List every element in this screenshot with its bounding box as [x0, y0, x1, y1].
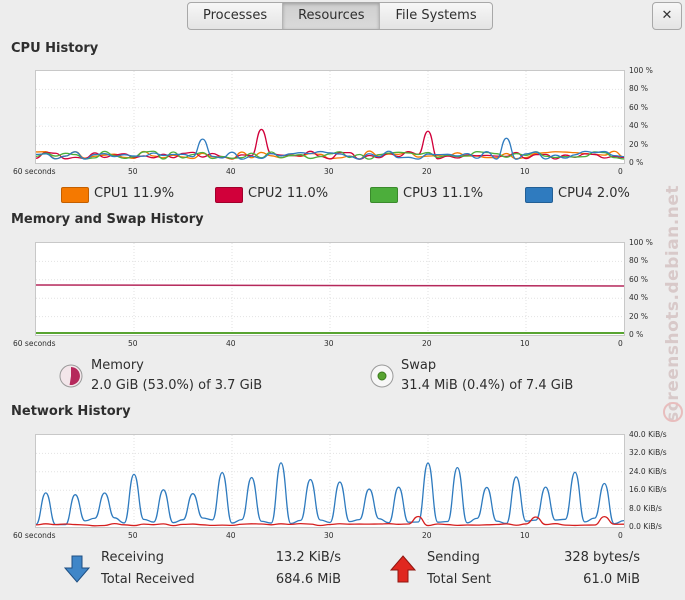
- swap-value: 31.4 MiB (0.4%) of 7.4 GiB: [401, 378, 574, 393]
- network-history-title: Network History: [11, 404, 131, 419]
- cpu-x-tick: 50: [128, 167, 138, 176]
- cpu-y-tick: 40 %: [629, 121, 649, 131]
- memory-x-tick: 10: [520, 339, 530, 348]
- cpu-x-tick: 60 seconds: [13, 167, 56, 176]
- tab-bar: Processes Resources File Systems: [187, 2, 493, 30]
- tab-resources[interactable]: Resources: [283, 3, 381, 29]
- total-received-label: Total Received: [101, 572, 195, 587]
- memory-y-tick: 0 %: [629, 330, 644, 339]
- network-x-tick: 20: [422, 531, 432, 540]
- cpu-x-tick: 10: [520, 167, 530, 176]
- cpu-x-tick: 0: [618, 167, 623, 176]
- network-y-tick: 24.0 KiB/s: [629, 466, 667, 476]
- close-button[interactable]: ✕: [652, 2, 682, 30]
- sending-label: Sending: [427, 550, 480, 565]
- cpu-x-tick: 30: [324, 167, 334, 176]
- cpu-y-tick: 60 %: [629, 102, 649, 112]
- network-x-tick: 0: [618, 531, 623, 540]
- receiving-line: [36, 462, 624, 526]
- cpu4-line: [36, 137, 624, 160]
- cpu-y-tick: 0 %: [629, 158, 644, 167]
- network-x-tick: 10: [520, 531, 530, 540]
- network-y-tick: 32.0 KiB/s: [629, 448, 667, 458]
- cpu-y-tick: 100 %: [629, 66, 653, 75]
- network-history-graph: [35, 434, 625, 528]
- close-icon: ✕: [661, 8, 673, 23]
- memory-line: [36, 284, 624, 287]
- total-sent-value: 61.0 MiB: [583, 572, 640, 587]
- tab-processes[interactable]: Processes: [188, 3, 284, 29]
- memory-history-title: Memory and Swap History: [11, 212, 204, 227]
- cpu4-swatch[interactable]: [525, 187, 553, 203]
- cpu3-swatch[interactable]: [370, 187, 398, 203]
- cpu2-legend-label: CPU2 11.0%: [248, 186, 329, 201]
- memory-y-tick: 60 %: [629, 274, 649, 284]
- memory-pie-icon[interactable]: [59, 364, 83, 388]
- watermark-logo-icon: [663, 402, 683, 422]
- cpu2-swatch[interactable]: [215, 187, 243, 203]
- cpu-x-tick: 40: [226, 167, 236, 176]
- cpu1-swatch[interactable]: [61, 187, 89, 203]
- cpu4-legend-label: CPU4 2.0%: [558, 186, 630, 201]
- memory-label: Memory: [91, 358, 144, 373]
- network-x-tick: 60 seconds: [13, 531, 56, 540]
- sending-value: 328 bytes/s: [564, 550, 640, 565]
- memory-x-tick: 60 seconds: [13, 339, 56, 348]
- receiving-label: Receiving: [101, 550, 165, 565]
- total-received-value: 684.6 MiB: [275, 572, 341, 587]
- memory-x-tick: 30: [324, 339, 334, 348]
- memory-x-tick: 40: [226, 339, 236, 348]
- memory-y-tick: 20 %: [629, 311, 649, 321]
- network-y-tick: 0.0 KiB/s: [629, 522, 662, 531]
- cpu-y-tick: 20 %: [629, 139, 649, 149]
- swap-pie-icon[interactable]: [370, 364, 394, 388]
- memory-y-tick: 100 %: [629, 238, 653, 247]
- memory-x-tick: 50: [128, 339, 138, 348]
- swap-label: Swap: [401, 358, 437, 373]
- cpu-x-tick: 20: [422, 167, 432, 176]
- network-x-tick: 40: [226, 531, 236, 540]
- cpu3-line: [36, 150, 624, 160]
- memory-x-tick: 0: [618, 339, 623, 348]
- memory-history-graph: [35, 242, 625, 336]
- sending-line: [36, 515, 624, 527]
- memory-x-tick: 20: [422, 339, 432, 348]
- network-y-tick: 8.0 KiB/s: [629, 503, 662, 513]
- tab-file-systems[interactable]: File Systems: [395, 8, 477, 23]
- memory-y-tick: 80 %: [629, 256, 649, 266]
- watermark: screenshots.debian.net: [663, 185, 683, 422]
- cpu3-legend-label: CPU3 11.1%: [403, 186, 484, 201]
- memory-y-tick: 40 %: [629, 293, 649, 303]
- cpu-history-graph: [35, 70, 625, 164]
- total-sent-label: Total Sent: [427, 572, 492, 587]
- cpu-history-title: CPU History: [11, 41, 99, 56]
- memory-value: 2.0 GiB (53.0%) of 3.7 GiB: [91, 378, 263, 393]
- cpu2-line: [36, 128, 624, 160]
- receiving-value: 13.2 KiB/s: [275, 550, 341, 565]
- network-y-tick: 16.0 KiB/s: [629, 485, 667, 495]
- network-x-tick: 30: [324, 531, 334, 540]
- sending-arrow-icon: [390, 555, 416, 583]
- receiving-arrow-icon: [64, 555, 90, 583]
- cpu1-legend-label: CPU1 11.9%: [94, 186, 175, 201]
- network-x-tick: 50: [128, 531, 138, 540]
- cpu-y-tick: 80 %: [629, 84, 649, 94]
- network-y-tick: 40.0 KiB/s: [629, 430, 667, 439]
